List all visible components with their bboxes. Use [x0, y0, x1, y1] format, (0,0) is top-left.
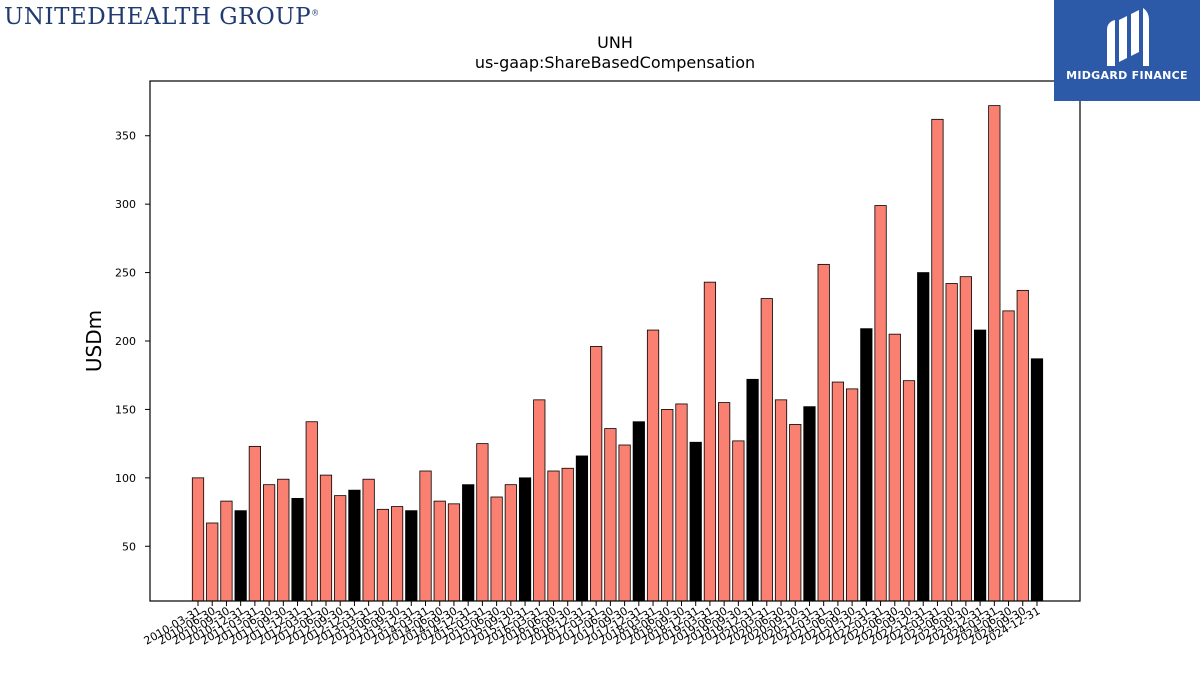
bar-2010-06-30: [206, 522, 219, 602]
bar-2023-06-30: [945, 283, 958, 602]
brand-name: MIDGARD FINANCE: [1066, 69, 1188, 82]
bar-2022-09-30: [902, 380, 916, 602]
bar-2023-09-30: [959, 276, 972, 602]
bar-2015-06-30: [490, 496, 503, 602]
chart-subtitle: us-gaap:ShareBasedCompensation: [475, 53, 755, 72]
bar-2012-03-31: [305, 421, 318, 602]
bar-2017-09-30: [618, 444, 631, 602]
bar-2014-12-31: [462, 484, 475, 602]
bar-2016-12-31: [575, 455, 589, 602]
bar-2018-06-30: [661, 409, 674, 602]
bar-2020-09-30: [789, 424, 802, 602]
registered-mark: ®: [311, 8, 320, 18]
bar-2018-03-31: [646, 329, 660, 602]
midgard-glyph-icon: [1107, 8, 1149, 66]
bar-2023-03-31: [931, 118, 944, 602]
bar-2016-09-30: [561, 467, 574, 602]
bar-2014-09-30: [447, 503, 461, 602]
y-tick-label: 100: [115, 472, 136, 485]
bars-group: [191, 105, 1044, 602]
y-axis-ticks: 50 100 150 200 250 300 350: [115, 130, 150, 553]
bar-2022-06-30: [888, 333, 901, 602]
bar-2013-09-30: [390, 506, 404, 602]
bar-2020-06-30: [774, 399, 788, 602]
bar-2011-12-31: [291, 497, 304, 602]
bar-2017-06-30: [604, 428, 617, 602]
bar-2010-03-31: [191, 477, 205, 602]
bar-2011-06-30: [262, 484, 276, 602]
bar-2010-09-30: [220, 500, 233, 602]
bar-2021-09-30: [846, 388, 859, 602]
y-tick-label: 50: [122, 540, 136, 553]
y-axis-label: USDm: [82, 310, 106, 372]
plot-frame: [149, 80, 1081, 602]
y-tick-label: 150: [115, 403, 136, 416]
bar-2022-12-31: [917, 272, 930, 602]
y-tick-label: 250: [115, 267, 136, 280]
bar-2018-12-31: [689, 441, 702, 602]
bar-2024-09-30: [1016, 289, 1029, 602]
bar-2017-12-31: [632, 421, 645, 602]
bar-2023-12-31: [974, 329, 987, 602]
bar-2012-12-31: [348, 489, 361, 602]
bar-2018-09-30: [675, 403, 688, 602]
y-tick-label: 350: [115, 130, 136, 143]
bar-2024-12-31: [1030, 358, 1044, 602]
bar-2024-06-30: [1002, 310, 1015, 602]
bar-2014-06-30: [433, 500, 446, 602]
bar-2019-09-30: [732, 440, 745, 602]
bar-2021-06-30: [831, 381, 845, 602]
bar-2013-12-31: [405, 510, 418, 602]
bar-2019-12-31: [746, 378, 759, 602]
bar-2014-03-31: [419, 470, 432, 602]
bar-2012-06-30: [319, 474, 333, 602]
bar-2021-12-31: [860, 328, 873, 602]
bar-2020-03-31: [760, 298, 773, 602]
unitedhealth-group-logo: UNITEDHEALTH GROUP®: [4, 4, 320, 30]
bar-2016-06-30: [547, 470, 560, 602]
bar-2019-06-30: [718, 402, 731, 602]
bar-2011-09-30: [277, 478, 290, 602]
bar-2019-03-31: [703, 281, 717, 602]
company-logo-text: UNITEDHEALTH GROUP: [4, 4, 312, 30]
x-axis-ticks: 2010-03-312010-06-302010-09-302010-12-31…: [142, 601, 1042, 648]
bar-2013-06-30: [376, 508, 389, 602]
bar-2022-03-31: [874, 205, 887, 602]
bar-2012-09-30: [334, 495, 347, 602]
midgard-finance-logo: MIDGARD FINANCE: [1054, 0, 1200, 101]
y-tick-label: 300: [115, 198, 136, 211]
bar-2017-03-31: [590, 346, 603, 602]
bar-2010-12-31: [234, 510, 247, 602]
bar-2013-03-31: [362, 478, 375, 602]
bar-2015-09-30: [504, 484, 517, 602]
bar-2021-03-31: [817, 263, 830, 602]
bar-2011-03-31: [248, 445, 261, 602]
bar-2015-03-31: [476, 443, 489, 602]
y-tick-label: 200: [115, 335, 136, 348]
bar-2024-03-31: [988, 105, 1001, 602]
bar-2016-03-31: [533, 399, 546, 602]
chart-title: UNH: [597, 33, 633, 52]
bar-2015-12-31: [518, 477, 532, 602]
bar-2020-12-31: [803, 406, 816, 602]
